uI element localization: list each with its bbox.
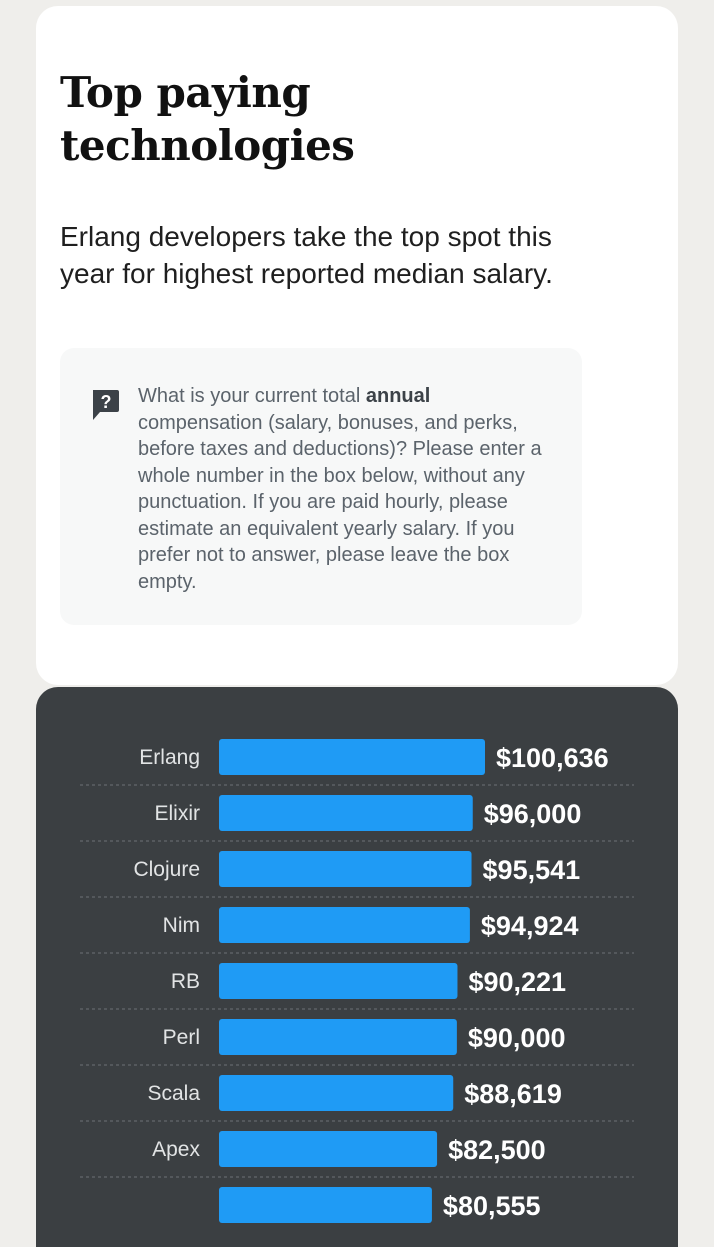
bar-label: Perl — [163, 1026, 200, 1049]
bar-label: RB — [171, 970, 200, 993]
salary-bar — [219, 1019, 457, 1055]
question-mark-speech-icon: ? — [93, 390, 119, 420]
bar-value-label: $95,541 — [483, 855, 581, 885]
bar-value-label: $94,924 — [481, 911, 579, 941]
bar-label: Scala — [147, 1082, 200, 1105]
survey-question-text: What is your current total annual compen… — [138, 383, 558, 595]
question-text-end: compensation (salary, bonuses, and perks… — [138, 411, 542, 593]
salary-bar — [219, 963, 458, 999]
salary-bar — [219, 739, 485, 775]
salary-bar — [219, 1131, 438, 1167]
salary-bar — [219, 1075, 454, 1111]
salary-bar — [219, 1187, 432, 1223]
bar-value-label: $90,221 — [468, 967, 566, 997]
question-text-emphasis: annual — [365, 385, 431, 407]
bar-label: Erlang — [139, 746, 200, 769]
salary-bar-chart: Erlang $100,636 Elixir $96,000 Clojure $95,54… — [80, 739, 634, 1223]
question-text-start: What is your current total — [138, 385, 366, 407]
bar-value-label: $90,000 — [468, 1023, 566, 1053]
bar-value-label: $88,619 — [464, 1079, 562, 1109]
page-subtitle: Erlang developers take the top spot this… — [60, 221, 553, 289]
bar-label: Elixir — [155, 802, 201, 825]
bar-value-label: $80,555 — [443, 1191, 541, 1221]
bar-label: Nim — [163, 914, 200, 937]
bar-label: Clojure — [133, 858, 200, 881]
bar-value-label: $96,000 — [484, 799, 582, 829]
salary-bar — [219, 795, 473, 831]
bar-value-label: $82,500 — [448, 1135, 546, 1165]
bar-label: Apex — [152, 1138, 200, 1161]
bar-value-label: $100,636 — [496, 743, 609, 773]
page-title: Top paying technologies — [60, 68, 355, 170]
survey-question-box: ? What is your current total annual comp… — [60, 348, 582, 625]
salary-bar — [219, 851, 472, 887]
svg-text:?: ? — [101, 392, 112, 412]
salary-chart-panel: Erlang $100,636 Elixir $96,000 Clojure $95,54… — [36, 687, 678, 1247]
salary-bar — [219, 907, 470, 943]
